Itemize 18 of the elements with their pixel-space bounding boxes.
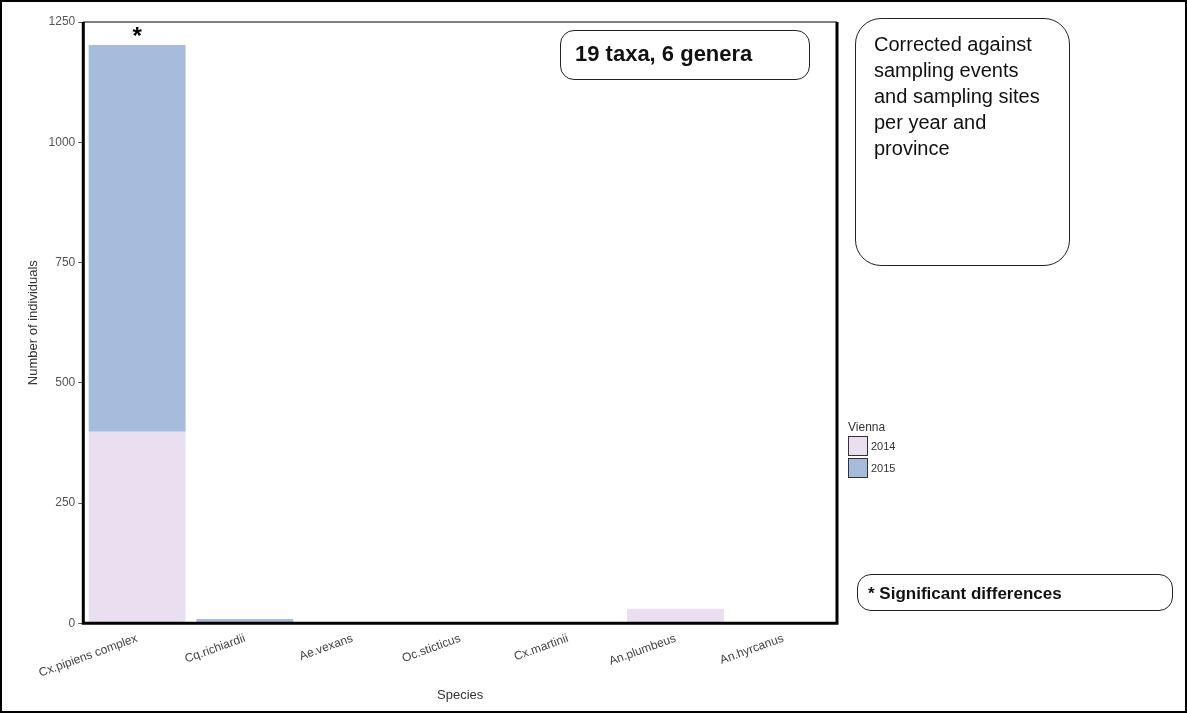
legend-label: 2014 xyxy=(871,440,896,452)
y-tick-label: 1000 xyxy=(48,134,76,149)
text-box: * Significant differences xyxy=(857,574,1173,611)
legend-title: Vienna xyxy=(848,420,887,434)
x-axis-title: Species xyxy=(437,686,484,702)
y-tick-label: 500 xyxy=(55,375,76,390)
bar xyxy=(88,431,186,623)
text-box: 19 taxa, 6 genera xyxy=(560,30,810,80)
y-tick-label: 1250 xyxy=(48,14,76,29)
annotation: * xyxy=(132,21,143,49)
y-tick-label: 0 xyxy=(68,615,76,630)
legend-label: 2015 xyxy=(871,462,896,474)
text-box: Corrected against sampling events and sampling sites per year and province xyxy=(855,18,1070,266)
bar xyxy=(88,45,186,432)
bar xyxy=(627,608,724,623)
y-tick-label: 250 xyxy=(55,495,76,510)
y-axis-title: Number of individuals xyxy=(25,259,41,386)
y-tick-label: 750 xyxy=(55,254,76,269)
